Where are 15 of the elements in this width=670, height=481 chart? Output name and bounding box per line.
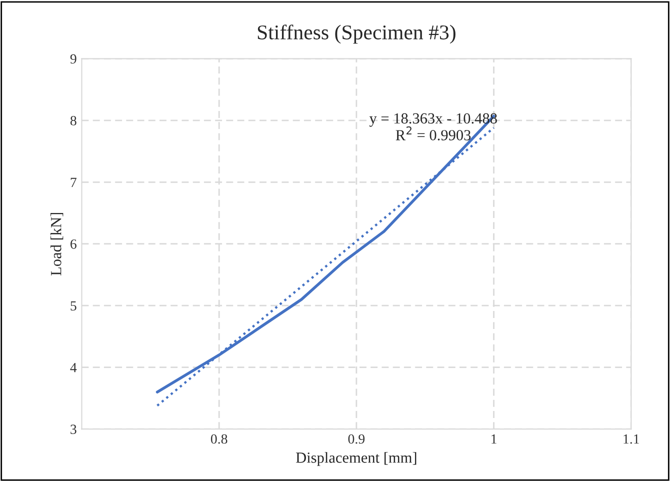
x-axis-title: Displacement [mm]: [296, 452, 416, 466]
y-tick-label: 9: [70, 54, 76, 64]
x-tick-label: 1.1: [624, 434, 639, 444]
y-tick-label: 4: [70, 363, 77, 372]
y-axis-title: Load [kN]: [50, 212, 64, 276]
y-tick-label: 7: [70, 178, 76, 187]
chart-title: Stiffness (Specimen #3): [258, 24, 456, 44]
x-tick-label: 1: [492, 434, 496, 444]
y-tick-label: 6: [70, 239, 76, 249]
y-tick-label: 5: [70, 301, 76, 311]
x-tick-label: 0.9: [348, 434, 365, 444]
annotation: R$^{2}$ = 0.9903: [396, 126, 471, 140]
y-tick-label: 8: [70, 116, 76, 126]
y-tick-label: 3: [70, 424, 76, 434]
x-tick-label: 0.8: [210, 434, 228, 444]
